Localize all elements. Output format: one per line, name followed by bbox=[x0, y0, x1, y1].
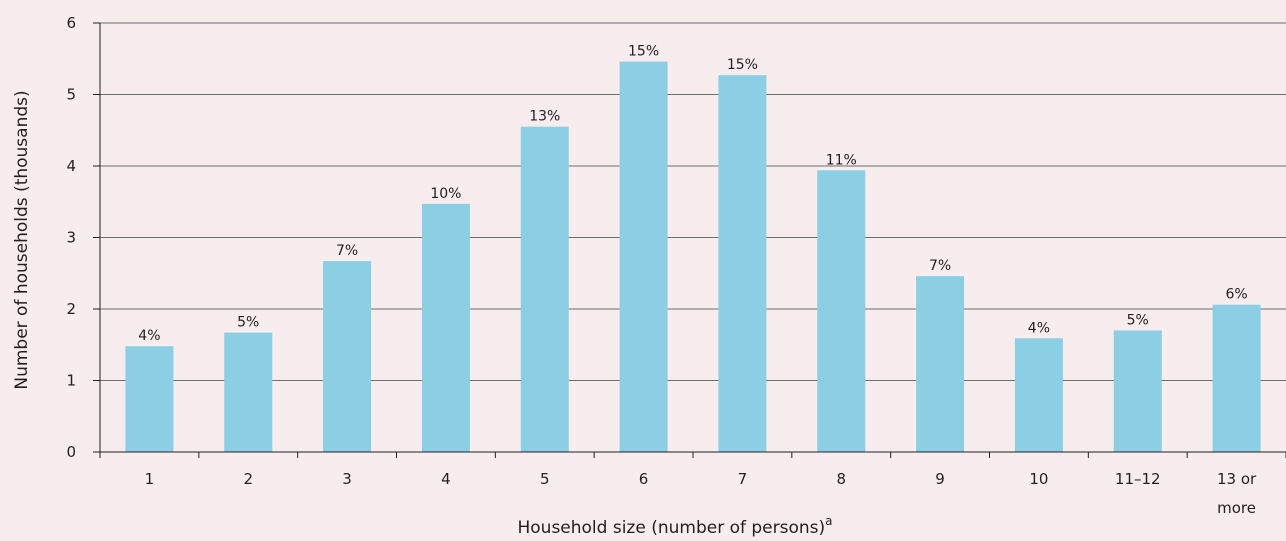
x-axis-title-superscript: a bbox=[825, 514, 832, 528]
y-tick-label: 5 bbox=[66, 86, 76, 104]
x-tick-label: 2 bbox=[243, 470, 253, 488]
data-labels: 4% 5% 7% 10% 13% 15% 15% 11% 7% 4% 5% 6% bbox=[138, 44, 1247, 345]
y-axis-title: Number of households (thousands) bbox=[12, 90, 32, 389]
data-label: 7% bbox=[929, 258, 951, 274]
bar bbox=[224, 332, 273, 452]
bar bbox=[916, 276, 965, 452]
y-axis-ticks: 0 1 2 3 4 5 6 bbox=[66, 14, 100, 461]
bar bbox=[1212, 304, 1261, 452]
y-tick-label: 2 bbox=[66, 300, 76, 318]
x-axis-ticks: 1 2 3 4 5 6 7 8 9 10 11–12 13 or more bbox=[99, 452, 1286, 517]
x-tick-label: 4 bbox=[441, 470, 451, 488]
bar bbox=[1014, 338, 1063, 452]
bar bbox=[520, 126, 569, 453]
y-tick-label: 1 bbox=[66, 372, 76, 390]
x-tick-label: 9 bbox=[935, 470, 945, 488]
data-label: 15% bbox=[727, 57, 758, 73]
bar bbox=[125, 346, 174, 452]
data-label: 15% bbox=[628, 44, 659, 60]
y-tick-label: 6 bbox=[66, 14, 76, 32]
data-label: 5% bbox=[1127, 312, 1149, 328]
x-tick-label: 6 bbox=[639, 470, 649, 488]
y-tick-label: 4 bbox=[66, 157, 76, 175]
gridlines bbox=[100, 22, 1286, 381]
data-label: 10% bbox=[430, 186, 461, 202]
x-tick-label: 5 bbox=[540, 470, 550, 488]
x-axis-title: Household size (number of persons)a bbox=[517, 514, 832, 538]
bars bbox=[125, 61, 1261, 453]
data-label: 6% bbox=[1225, 287, 1247, 303]
data-label: 4% bbox=[138, 328, 160, 344]
data-label: 5% bbox=[237, 315, 259, 331]
bar bbox=[421, 203, 470, 452]
x-tick-label: 10 bbox=[1029, 470, 1048, 488]
y-tick-label: 0 bbox=[66, 443, 76, 461]
bar bbox=[718, 75, 767, 452]
x-tick-label: 11–12 bbox=[1115, 470, 1161, 488]
data-label: 11% bbox=[826, 152, 857, 168]
bar bbox=[817, 170, 866, 453]
x-axis-title-text: Household size (number of persons) bbox=[517, 518, 825, 538]
bar bbox=[619, 61, 668, 453]
data-label: 4% bbox=[1028, 320, 1050, 336]
data-label: 7% bbox=[336, 243, 358, 259]
x-tick-label: 3 bbox=[342, 470, 352, 488]
x-tick-label: 13 or more bbox=[1217, 470, 1257, 517]
x-tick-label: 1 bbox=[145, 470, 155, 488]
data-label: 13% bbox=[529, 109, 560, 125]
x-tick-label: 8 bbox=[836, 470, 846, 488]
bar bbox=[1113, 330, 1162, 452]
bar bbox=[323, 261, 372, 452]
x-tick-label: 7 bbox=[738, 470, 748, 488]
y-tick-label: 3 bbox=[66, 229, 76, 247]
